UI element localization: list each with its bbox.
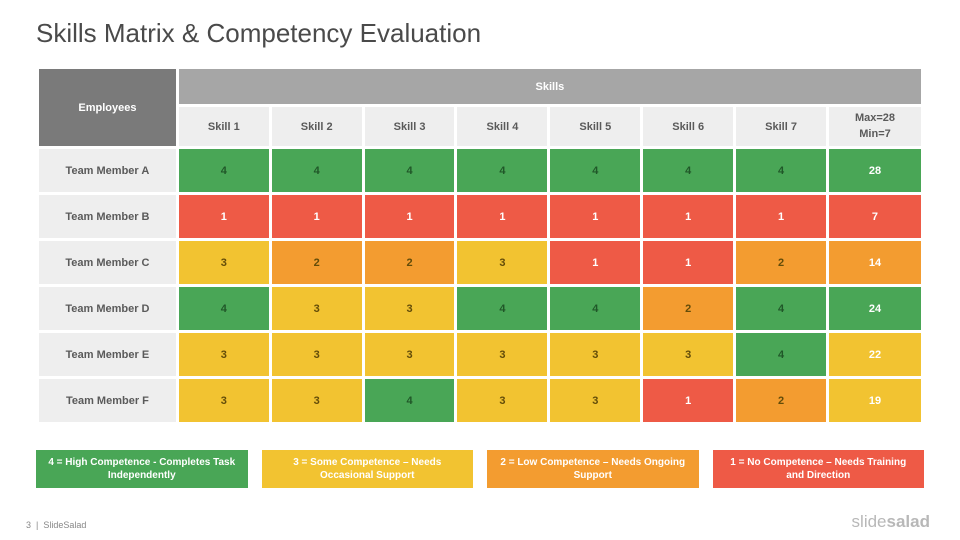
employee-name: Team Member C [38,240,178,286]
score-cell: 4 [177,286,270,332]
total-cell: 24 [827,286,922,332]
score-cell: 4 [363,378,456,424]
employee-name: Team Member B [38,194,178,240]
score-cell: 2 [642,286,735,332]
total-cell: 19 [827,378,922,424]
legend: 4 = High Competence - Completes Task Ind… [36,450,924,488]
employee-name: Team Member F [38,378,178,424]
skill-header: Skill 3 [363,106,456,148]
score-cell: 1 [549,240,642,286]
score-cell: 1 [735,194,828,240]
score-cell: 3 [456,332,549,378]
score-cell: 3 [270,378,363,424]
score-cell: 3 [456,240,549,286]
logo-light: slide [852,512,887,531]
score-cell: 3 [177,240,270,286]
totals-header: Max=28Min=7 [827,106,922,148]
table-row: Team Member E333333422 [38,332,923,378]
score-cell: 2 [735,240,828,286]
score-cell: 3 [270,332,363,378]
score-cell: 3 [549,378,642,424]
score-cell: 4 [735,148,828,194]
score-cell: 1 [642,194,735,240]
table-row: Team Member D433442424 [38,286,923,332]
score-cell: 3 [177,332,270,378]
footer-left: 3 | SlideSalad [26,520,86,530]
score-cell: 3 [177,378,270,424]
footer-logo: slidesalad [852,512,930,532]
total-cell: 28 [827,148,922,194]
employee-name: Team Member A [38,148,178,194]
footer-brand: SlideSalad [43,520,86,530]
employee-name: Team Member E [38,332,178,378]
score-cell: 4 [642,148,735,194]
score-cell: 1 [270,194,363,240]
page-number: 3 [26,520,31,530]
total-cell: 22 [827,332,922,378]
score-cell: 1 [456,194,549,240]
table-row: Team Member C322311214 [38,240,923,286]
score-cell: 4 [177,148,270,194]
score-cell: 1 [177,194,270,240]
score-cell: 2 [735,378,828,424]
score-cell: 4 [549,286,642,332]
score-cell: 1 [363,194,456,240]
skill-header: Skill 5 [549,106,642,148]
score-cell: 4 [549,148,642,194]
legend-item: 1 = No Competence – Needs Training and D… [713,450,925,488]
score-cell: 2 [270,240,363,286]
skill-header: Skill 6 [642,106,735,148]
employee-name: Team Member D [38,286,178,332]
table-row: Team Member A444444428 [38,148,923,194]
table-header: Employees Skills Skill 1Skill 2Skill 3Sk… [38,68,923,148]
legend-item: 3 = Some Competence – Needs Occasional S… [262,450,474,488]
score-cell: 2 [363,240,456,286]
skill-header: Skill 4 [456,106,549,148]
skill-header: Skill 7 [735,106,828,148]
total-cell: 14 [827,240,922,286]
table-row: Team Member F334331219 [38,378,923,424]
table-body: Team Member A444444428Team Member B11111… [38,148,923,424]
legend-item: 4 = High Competence - Completes Task Ind… [36,450,248,488]
score-cell: 3 [363,286,456,332]
score-cell: 1 [642,378,735,424]
skills-matrix-table: Employees Skills Skill 1Skill 2Skill 3Sk… [36,66,924,425]
score-cell: 4 [456,286,549,332]
legend-item: 2 = Low Competence – Needs Ongoing Suppo… [487,450,699,488]
score-cell: 1 [549,194,642,240]
skills-header: Skills [177,68,922,106]
score-cell: 4 [456,148,549,194]
skill-header: Skill 1 [177,106,270,148]
score-cell: 3 [270,286,363,332]
score-cell: 4 [363,148,456,194]
score-cell: 1 [642,240,735,286]
table-row: Team Member B11111117 [38,194,923,240]
score-cell: 3 [549,332,642,378]
employees-header: Employees [38,68,178,148]
skill-header: Skill 2 [270,106,363,148]
score-cell: 3 [363,332,456,378]
score-cell: 4 [735,332,828,378]
score-cell: 3 [456,378,549,424]
score-cell: 4 [735,286,828,332]
score-cell: 4 [270,148,363,194]
score-cell: 3 [642,332,735,378]
total-cell: 7 [827,194,922,240]
logo-bold: salad [887,512,930,531]
page-title: Skills Matrix & Competency Evaluation [36,18,481,49]
